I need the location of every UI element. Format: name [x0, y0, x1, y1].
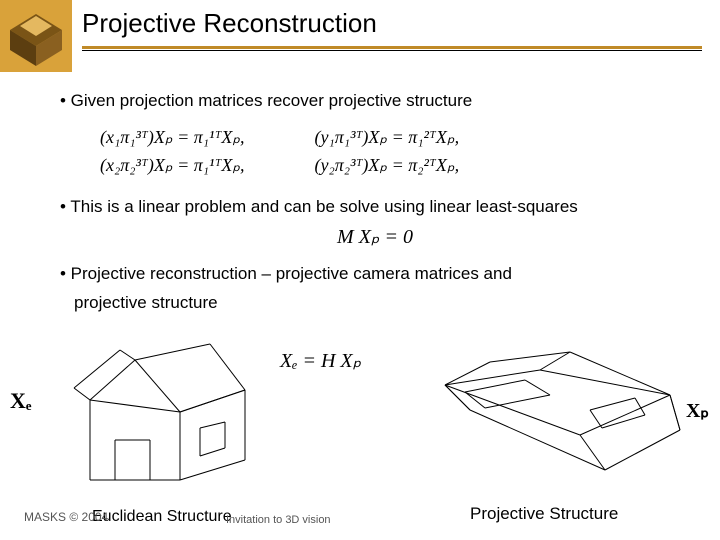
title-divider: [82, 46, 702, 50]
eq-1a: (x₁π₁³ᵀ)Xₚ = π₁¹ᵀXₚ,: [100, 125, 245, 149]
eq-1d: (y₂π₂³ᵀ)Xₚ = π₂²ᵀXₚ,: [315, 153, 460, 177]
caption-euclidean: Euclidean Structure: [92, 508, 232, 526]
eq-1c: (y₁π₁³ᵀ)Xₚ = π₁²ᵀXₚ,: [315, 125, 460, 149]
label-xp: Xₚ: [686, 398, 709, 423]
label-xe: Xₑ: [10, 388, 32, 414]
equation-block-1: (x₁π₁³ᵀ)Xₚ = π₁¹ᵀXₚ, (x₂π₂³ᵀ)Xₚ = π₁¹ᵀXₚ…: [100, 125, 690, 178]
footer-left: MASKS © 2004: [24, 510, 108, 524]
logo-icon: [0, 0, 72, 72]
house-wireframe: [60, 330, 280, 500]
bullet-1: • Given projection matrices recover proj…: [60, 90, 690, 113]
bullet-3a: • Projective reconstruction – projective…: [60, 263, 690, 286]
bullet-3b: projective structure: [74, 292, 690, 315]
warped-wireframe: [430, 340, 690, 490]
equation-mx0: M Xₚ = 0: [60, 224, 690, 251]
equation-xehxp: Xₑ = H Xₚ: [280, 348, 361, 373]
slide-title: Projective Reconstruction: [82, 8, 377, 39]
slide-body: • Given projection matrices recover proj…: [60, 90, 690, 321]
eq-1b: (x₂π₂³ᵀ)Xₚ = π₁¹ᵀXₚ,: [100, 153, 245, 177]
bullet-2: • This is a linear problem and can be so…: [60, 196, 690, 219]
caption-projective: Projective Structure: [470, 504, 618, 524]
footer-right: Invitation to 3D vision: [226, 514, 331, 526]
